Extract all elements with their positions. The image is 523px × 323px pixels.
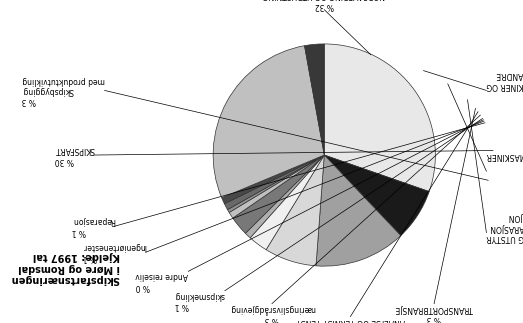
Wedge shape	[213, 46, 324, 198]
Wedge shape	[250, 155, 324, 250]
Text: % 1
ANALYSE OG TEKNIST TENST: % 1 ANALYSE OG TEKNIST TENST	[296, 317, 405, 323]
Text: % 32
NORSAVERING OG UTRUSTNING
OG SKIP OG BÅTAR: % 32 NORSAVERING OG UTRUSTNING OG SKIP O…	[263, 0, 385, 10]
Text: % 1
skipsmekling: % 1 skipsmekling	[175, 291, 225, 310]
Wedge shape	[324, 44, 435, 192]
Wedge shape	[304, 44, 324, 155]
Text: % 1
Ingeniørtenester: % 1 Ingeniørtenester	[83, 242, 146, 262]
Text: % 8
MASKINER OG UTSTYR
TILATNT REPARASJON
VA PRODUKSJON: % 8 MASKINER OG UTSTYR TILATNT REPARASJO…	[486, 213, 523, 253]
Wedge shape	[324, 155, 429, 235]
Text: % 1
Reparasjon: % 1 Reparasjon	[72, 216, 115, 236]
Text: % 30
SKIPSFART: % 30 SKIPSFART	[54, 145, 94, 165]
Wedge shape	[228, 155, 324, 213]
Text: % 3
Skipsbygging
med produktutvikling: % 3 Skipsbygging med produktutvikling	[22, 76, 105, 105]
Text: % 8
VARATARA
EGEKTRISKE MASKINER OG
PRODUKSJON VA ANDRE: % 8 VARATARA EGEKTRISKE MASKINER OG PROD…	[486, 70, 523, 110]
Text: % 14
som konstruksjon
AR UTSTYR OG
PRODUKSJON VA MASKINER: % 14 som konstruksjon AR UTSTYR OG PRODU…	[486, 151, 523, 191]
Wedge shape	[224, 155, 324, 210]
Wedge shape	[233, 155, 324, 233]
Wedge shape	[266, 155, 324, 266]
Wedge shape	[229, 155, 324, 218]
Wedge shape	[316, 155, 401, 266]
Wedge shape	[222, 155, 324, 204]
Text: % 3
TRANSPORTBRANSJE: % 3 TRANSPORTBRANSJE	[395, 304, 473, 323]
Text: % 0
Andre reiseliv: % 0 Andre reiseliv	[135, 271, 188, 291]
Text: Skipsfartsnæringen
i Møre og Romsdal
Kjelde: 1997 tal: Skipsfartsnæringen i Møre og Romsdal Kje…	[10, 251, 120, 284]
Text: % 3
næringslivsrådgjeving: % 3 næringslivsrådgjeving	[229, 304, 315, 323]
Wedge shape	[245, 155, 324, 238]
